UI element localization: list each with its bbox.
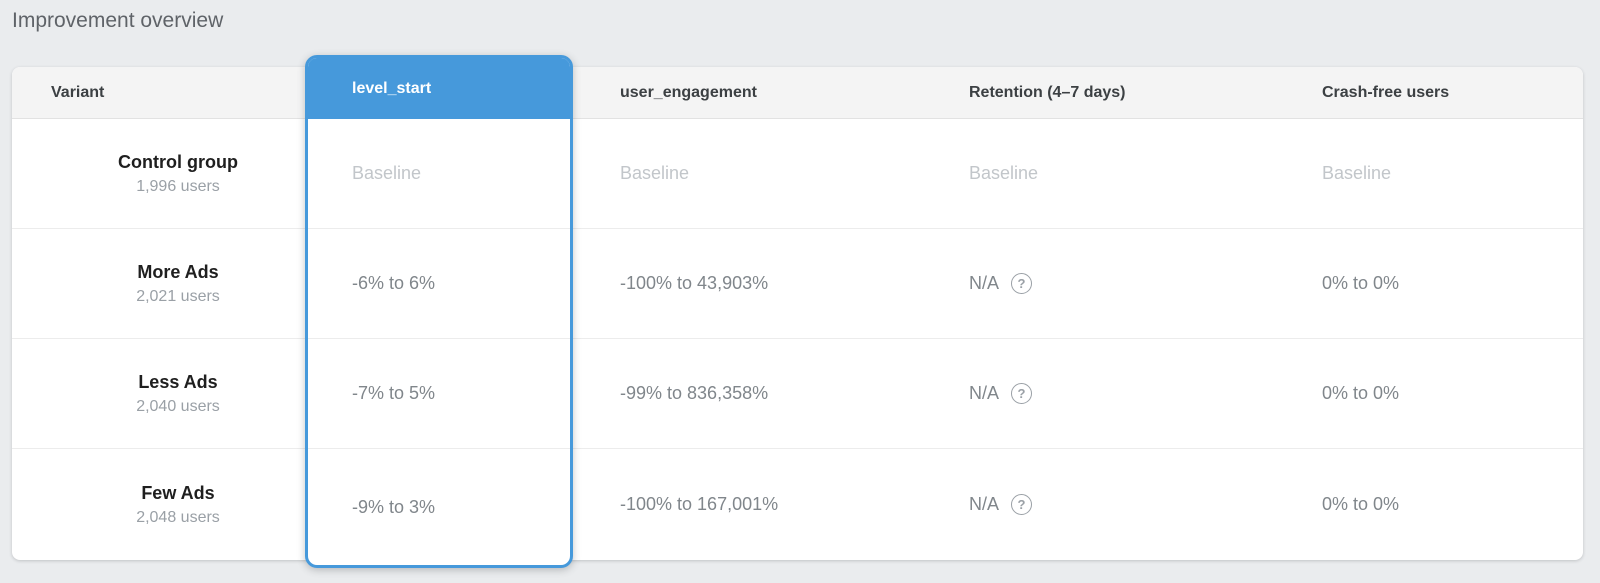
variant-user-count: 2,021 users xyxy=(136,287,220,305)
improvement-overview-table: Variant user_engagement Retention (4–7 d… xyxy=(12,55,1583,568)
retention-value: Baseline xyxy=(969,163,1039,183)
variant-name: Few Ads xyxy=(141,482,215,503)
user-engagement-value: -100% to 167,001% xyxy=(620,494,779,514)
variant-cell: More Ads 2,021 users xyxy=(12,229,305,338)
retention-value-text: N/A xyxy=(969,494,1000,514)
variant-cell: Control group 1,996 users xyxy=(12,119,305,228)
crash-free-value: 0% to 0% xyxy=(1322,273,1400,293)
retention-value: N/A ? xyxy=(908,339,1258,448)
column-header-level-start[interactable]: level_start xyxy=(308,58,570,119)
user-engagement-value: Baseline xyxy=(620,163,690,183)
help-icon[interactable]: ? xyxy=(1011,273,1033,294)
level-start-value: -7% to 5% xyxy=(308,338,570,448)
column-header-variant: Variant xyxy=(51,83,105,101)
variant-cell: Less Ads 2,040 users xyxy=(12,339,305,448)
retention-value: N/A ? xyxy=(908,449,1258,560)
selected-metric-column: level_start Baseline -6% to 6% -7% to 5%… xyxy=(305,55,573,568)
variant-name: Control group xyxy=(118,151,238,172)
help-icon[interactable]: ? xyxy=(1011,383,1033,404)
variant-name: Less Ads xyxy=(138,371,218,392)
table-card: Variant user_engagement Retention (4–7 d… xyxy=(12,67,1583,560)
table-row-more-ads: More Ads 2,021 users -100% to 43,903% N/… xyxy=(12,228,1583,338)
crash-free-value: 0% to 0% xyxy=(1322,383,1400,403)
level-start-value: -9% to 3% xyxy=(308,448,570,565)
variant-name: More Ads xyxy=(137,261,219,282)
retention-value-text: N/A xyxy=(969,383,1000,403)
level-start-value: Baseline xyxy=(352,163,422,183)
help-icon[interactable]: ? xyxy=(1011,494,1033,515)
page-title: Improvement overview xyxy=(12,9,224,32)
crash-free-value: 0% to 0% xyxy=(1322,494,1400,514)
table-row-control-group: Control group 1,996 users Baseline Basel… xyxy=(12,119,1583,228)
crash-free-value: Baseline xyxy=(1322,163,1392,183)
variant-user-count: 2,048 users xyxy=(136,508,220,526)
retention-value-text: N/A xyxy=(969,273,1000,293)
variant-user-count: 1,996 users xyxy=(136,177,220,195)
user-engagement-value: -99% to 836,358% xyxy=(620,383,769,403)
variant-cell: Few Ads 2,048 users xyxy=(12,449,305,560)
column-header-crash-free[interactable]: Crash-free users xyxy=(1322,83,1450,101)
column-header-user-engagement[interactable]: user_engagement xyxy=(620,83,757,101)
column-header-retention[interactable]: Retention (4–7 days) xyxy=(969,83,1126,101)
table-row-few-ads: Few Ads 2,048 users -100% to 167,001% N/… xyxy=(12,448,1583,560)
variant-user-count: 2,040 users xyxy=(136,397,220,415)
retention-value: N/A ? xyxy=(908,229,1258,338)
table-header-row: Variant user_engagement Retention (4–7 d… xyxy=(12,67,1583,119)
table-row-less-ads: Less Ads 2,040 users -99% to 836,358% N/… xyxy=(12,338,1583,448)
level-start-value: -6% to 6% xyxy=(308,228,570,338)
user-engagement-value: -100% to 43,903% xyxy=(620,273,769,293)
